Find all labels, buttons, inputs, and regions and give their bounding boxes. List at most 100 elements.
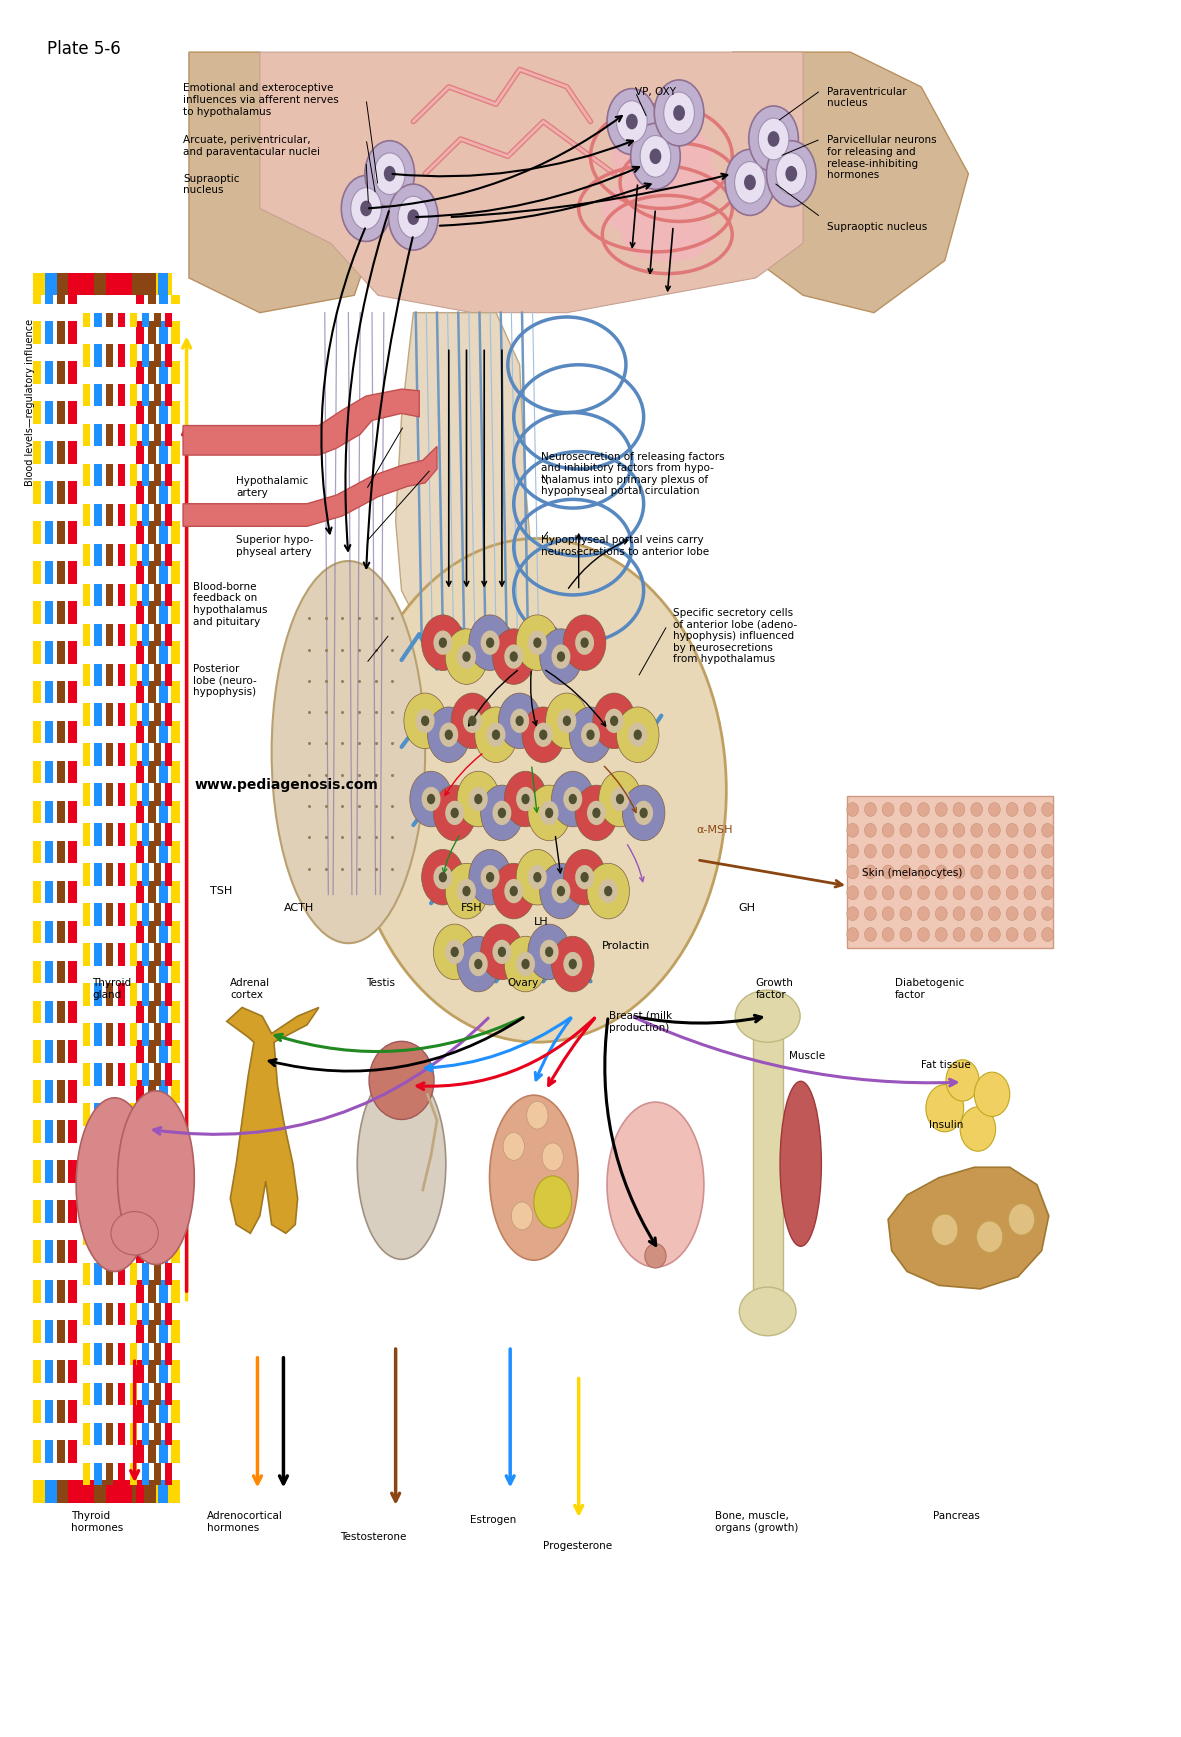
Ellipse shape [540, 863, 582, 919]
Bar [159, 361, 168, 384]
Bar [57, 721, 65, 743]
Ellipse shape [457, 936, 500, 992]
Bar [142, 384, 149, 406]
Bar [154, 943, 161, 966]
Bar [165, 664, 172, 686]
Ellipse shape [521, 959, 529, 969]
Bar [165, 424, 172, 446]
Bar [130, 1343, 137, 1365]
Bar [68, 961, 77, 983]
Ellipse shape [1006, 886, 1018, 900]
Bar [45, 1240, 53, 1263]
Bar [130, 424, 137, 446]
Bar [154, 1103, 161, 1126]
Ellipse shape [1006, 907, 1018, 921]
Ellipse shape [420, 716, 430, 726]
Bar [57, 1160, 65, 1183]
Bar [142, 544, 149, 566]
Bar [33, 481, 41, 504]
Bar [45, 561, 53, 584]
Bar [130, 624, 137, 646]
Bar [165, 344, 172, 367]
Ellipse shape [568, 959, 576, 969]
Bar [136, 1320, 144, 1343]
Ellipse shape [605, 709, 624, 733]
Bar [136, 881, 144, 903]
Bar [118, 823, 125, 846]
Text: Parvicellular neurons
for releasing and
release-inhibiting
hormones: Parvicellular neurons for releasing and … [827, 135, 937, 181]
Ellipse shape [612, 120, 711, 193]
Bar [165, 1303, 172, 1325]
Bar [57, 601, 65, 624]
Bar [159, 295, 168, 304]
Text: Thyroid
hormones: Thyroid hormones [71, 1511, 123, 1532]
Ellipse shape [864, 928, 876, 941]
Bar [165, 823, 172, 846]
Bar [159, 1360, 168, 1383]
Ellipse shape [521, 794, 529, 804]
Ellipse shape [953, 928, 965, 941]
Bar [136, 1120, 144, 1143]
Bar [136, 1001, 144, 1023]
Bar [154, 903, 161, 926]
Ellipse shape [580, 637, 589, 648]
Bar [33, 441, 41, 464]
Bar [57, 1240, 65, 1263]
Ellipse shape [563, 849, 606, 905]
Text: Testis: Testis [366, 978, 396, 988]
Text: Superior hypo-
physeal artery: Superior hypo- physeal artery [236, 535, 314, 556]
Bar [57, 295, 65, 304]
Bar [106, 1303, 113, 1325]
Bar [118, 504, 125, 526]
Bar [142, 1063, 149, 1086]
Bar [130, 863, 137, 886]
Ellipse shape [935, 907, 947, 921]
Ellipse shape [626, 113, 638, 129]
Bar [68, 761, 77, 783]
Ellipse shape [445, 863, 488, 919]
Bar [106, 743, 113, 766]
Ellipse shape [622, 785, 665, 841]
Ellipse shape [1006, 802, 1018, 816]
Bar [146, 273, 172, 295]
Bar [142, 1343, 149, 1365]
Text: Supraoptic nucleus: Supraoptic nucleus [827, 222, 927, 233]
Bar [33, 1400, 41, 1423]
Bar [154, 1383, 161, 1405]
Bar [68, 273, 94, 295]
Ellipse shape [864, 907, 876, 921]
Bar [171, 1200, 180, 1223]
Ellipse shape [607, 1101, 704, 1268]
Bar [154, 624, 161, 646]
Bar [94, 424, 102, 446]
Bar [171, 1440, 180, 1463]
Bar [154, 1223, 161, 1245]
Bar [136, 295, 144, 304]
Ellipse shape [739, 1287, 796, 1336]
Ellipse shape [575, 865, 594, 889]
Bar [94, 384, 102, 406]
Bar [94, 1063, 102, 1086]
Bar [118, 783, 125, 806]
Bar [171, 481, 180, 504]
Ellipse shape [926, 1084, 964, 1133]
Bar [68, 601, 77, 624]
Ellipse shape [634, 801, 653, 825]
Bar [33, 721, 41, 743]
Bar [120, 273, 146, 295]
Ellipse shape [1024, 802, 1036, 816]
Bar [142, 313, 149, 327]
Ellipse shape [935, 802, 947, 816]
Ellipse shape [407, 208, 419, 224]
Bar [171, 1320, 180, 1343]
Ellipse shape [457, 879, 476, 903]
Bar [94, 624, 102, 646]
Bar [142, 424, 149, 446]
Ellipse shape [960, 1106, 996, 1152]
Bar [130, 1023, 137, 1046]
Bar [154, 504, 161, 526]
Bar [45, 801, 53, 823]
Bar [83, 1423, 90, 1445]
Bar [45, 1200, 53, 1223]
Ellipse shape [1024, 907, 1036, 921]
